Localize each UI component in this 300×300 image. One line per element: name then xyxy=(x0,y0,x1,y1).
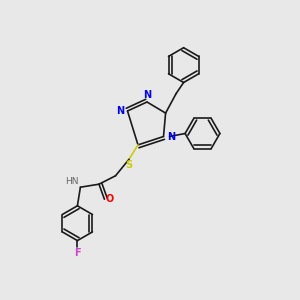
Text: S: S xyxy=(125,160,133,170)
Text: N: N xyxy=(116,106,124,116)
Text: HN: HN xyxy=(65,177,79,186)
Text: O: O xyxy=(106,194,114,204)
Text: N: N xyxy=(167,131,175,142)
Text: F: F xyxy=(74,248,81,258)
Text: N: N xyxy=(143,90,151,100)
